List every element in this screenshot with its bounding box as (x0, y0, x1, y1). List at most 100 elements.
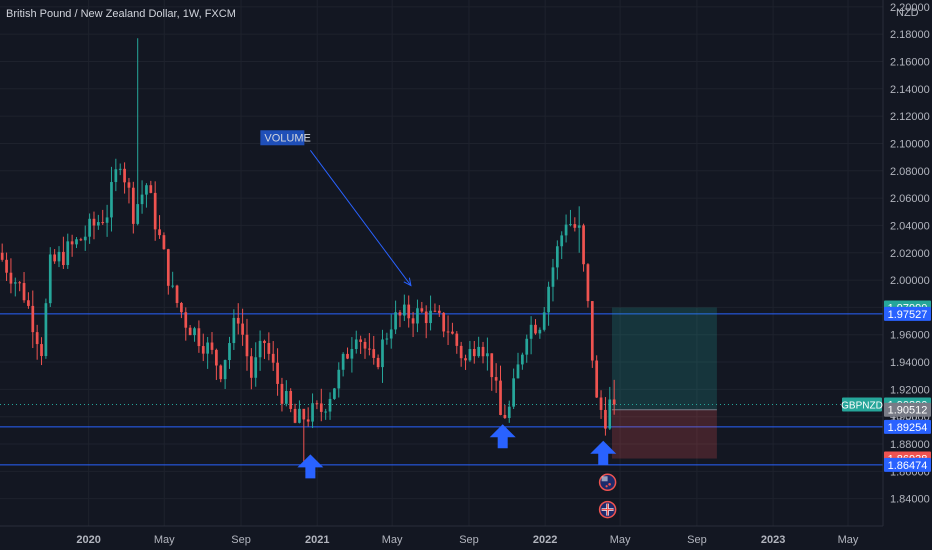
price-tick-label: 1.96000 (890, 330, 930, 342)
candle-body (595, 360, 599, 398)
grid (0, 0, 883, 526)
candle-body (57, 251, 61, 262)
level-price-label-bg (884, 419, 931, 434)
candle-body (180, 302, 183, 313)
candle-body (368, 348, 371, 350)
position-loss-zone[interactable] (611, 409, 717, 459)
nz-flag-star (605, 485, 608, 488)
up-arrow-icon (590, 440, 617, 465)
candle-body (451, 331, 454, 334)
candle-body (188, 327, 192, 336)
time-tick-label: Sep (459, 534, 479, 546)
candle-body (249, 356, 253, 378)
candle-body (197, 328, 201, 347)
price-axis[interactable]: 1.840001.860001.880001.900001.920001.940… (890, 2, 930, 506)
candle-body (131, 187, 135, 224)
candle-body (573, 224, 577, 228)
candle-body (149, 185, 153, 193)
candle-body (145, 185, 148, 195)
time-tick-label: 2023 (761, 534, 785, 546)
level-price-label: 1.86474 (888, 460, 928, 472)
candle-body (503, 414, 507, 418)
level-price-label-bg (884, 306, 931, 321)
candle-body (0, 252, 4, 260)
time-axis-background[interactable] (0, 526, 932, 550)
annotation-arrow-head (403, 277, 412, 287)
price-tick-label: 2.00000 (890, 275, 930, 287)
nz-flag-star (608, 482, 611, 486)
candle-body (394, 312, 397, 330)
candle-body (311, 403, 314, 422)
candle-body (18, 282, 22, 284)
annotation-group: VOLUME (260, 130, 412, 287)
price-tick-label: 2.14000 (890, 84, 930, 96)
price-tick-label: 2.12000 (890, 111, 930, 123)
candle-body (416, 308, 419, 324)
candle-body (411, 318, 415, 324)
candle-body (114, 169, 118, 183)
candle-body (193, 328, 196, 336)
candle-body (477, 346, 481, 357)
candle-body (407, 304, 411, 319)
annotation-box (260, 130, 305, 146)
event-markers (598, 473, 617, 519)
time-tick-label: May (610, 534, 631, 546)
time-tick-label: May (154, 534, 175, 546)
symbol-tag-bg (842, 397, 882, 412)
candle-body (70, 241, 74, 245)
candle-body (512, 378, 515, 407)
candle-body (166, 249, 170, 286)
candle-body (302, 408, 306, 420)
time-tick-label: Sep (687, 534, 707, 546)
candle-body (289, 390, 293, 409)
candle-body (494, 377, 498, 381)
candle-body (140, 194, 144, 205)
level-price-label-bg (884, 457, 931, 472)
candles (0, 38, 616, 464)
candle-body (429, 310, 432, 324)
time-axis[interactable]: 2020 May Sep 2021 May Sep 2022 May Sep 2023 May (76, 534, 858, 546)
candle-body (219, 365, 223, 380)
candle-body (35, 332, 39, 345)
candle-body (92, 218, 96, 226)
candle-body (206, 342, 209, 354)
candle-body (385, 338, 389, 340)
candle-body (516, 364, 520, 379)
candle-body (534, 324, 537, 334)
price-tick-label: 1.92000 (890, 384, 930, 396)
support-arrows (297, 424, 617, 479)
candle-body (62, 251, 65, 266)
candle-body (88, 218, 91, 237)
price-tick-label: 1.84000 (890, 494, 930, 506)
candle-body (612, 399, 616, 405)
price-tick-label: 2.20000 (890, 2, 930, 14)
candle-body (599, 397, 603, 410)
candle-body (75, 239, 78, 245)
candle-body (442, 312, 446, 332)
candle-body (267, 343, 271, 354)
candle-body (577, 225, 581, 228)
position-profit-zone[interactable] (611, 307, 717, 410)
candle-body (604, 409, 607, 429)
nz-flag-canton (601, 476, 608, 482)
candle-body (162, 235, 166, 250)
candle-body (433, 310, 437, 312)
position-tool[interactable] (611, 307, 717, 459)
candle-body (53, 254, 56, 262)
candle-body (241, 323, 244, 335)
candle-body (184, 312, 188, 328)
candle-body (9, 272, 13, 284)
candle-body (481, 346, 485, 357)
candle-body (306, 419, 310, 422)
time-tick-label: May (382, 534, 403, 546)
candle-body (424, 311, 428, 324)
candle-body (271, 353, 275, 363)
price-tick-label: 2.02000 (890, 248, 930, 260)
candle-body (333, 388, 336, 399)
candle-body (398, 312, 402, 316)
candle-body (319, 403, 323, 412)
candle-body (105, 217, 109, 223)
candle-body (245, 334, 249, 357)
